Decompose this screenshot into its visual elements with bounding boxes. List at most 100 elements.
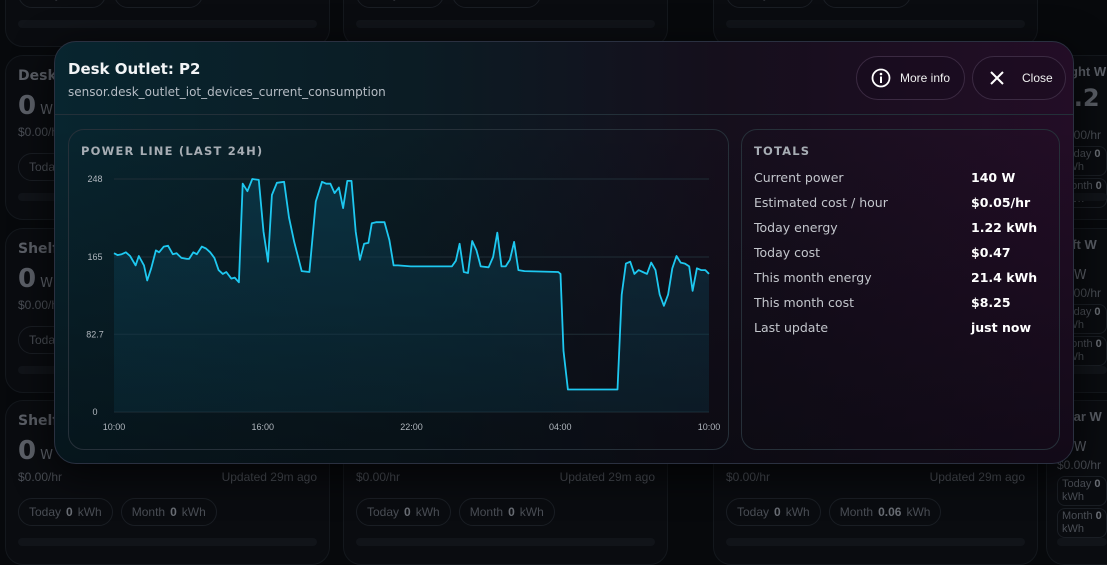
today-value: 0 bbox=[1094, 478, 1101, 491]
totals-label: Today cost bbox=[754, 245, 821, 260]
unit-label: kWh bbox=[876, 0, 900, 1]
totals-label: Estimated cost / hour bbox=[754, 195, 888, 210]
power-chart-panel: POWER LINE (LAST 24H) 0 82.7 165 248 10:00 16… bbox=[68, 129, 729, 450]
totals-panel: TOTALS Current power 140 W Estimated cost … bbox=[741, 129, 1060, 450]
close-button[interactable]: Close bbox=[972, 56, 1066, 100]
totals-value: $8.25 bbox=[971, 295, 1011, 310]
dialog-title: Desk Outlet: P2 bbox=[68, 60, 201, 78]
today-label: Today bbox=[1062, 478, 1092, 491]
totals-label: This month cost bbox=[754, 295, 854, 310]
today-label: Today bbox=[367, 0, 399, 1]
today-pill: Today kWh bbox=[356, 0, 445, 8]
today-value: 0 bbox=[1094, 147, 1101, 160]
y-tick-label: 248 bbox=[87, 174, 102, 184]
usage-bar bbox=[1057, 538, 1107, 546]
y-tick-label: 165 bbox=[87, 252, 102, 262]
unit-label: kWh bbox=[77, 505, 102, 519]
today-label: Today bbox=[29, 505, 62, 519]
close-label: Close bbox=[1022, 71, 1053, 85]
today-label: Today bbox=[737, 0, 769, 1]
usage-bar bbox=[18, 538, 317, 546]
device-name: Desk bbox=[18, 68, 57, 84]
cost-rate: $0.00/hr bbox=[18, 125, 63, 139]
month-value: 0 bbox=[1095, 510, 1102, 523]
today-pill: Today 0 kWh bbox=[356, 498, 451, 526]
usage-bar bbox=[726, 538, 1025, 546]
month-value: 0 bbox=[1095, 179, 1102, 192]
device-detail-dialog: Desk Outlet: P2 sensor.desk_outlet_iot_d… bbox=[54, 41, 1074, 464]
unit-label: kWh bbox=[519, 505, 544, 519]
month-label: Month bbox=[131, 505, 166, 519]
totals-label: Today energy bbox=[754, 220, 838, 235]
today-value: 0 bbox=[774, 505, 781, 519]
more-info-label: More info bbox=[900, 71, 951, 85]
cost-rate: $0.00/hr bbox=[18, 298, 63, 312]
device-card[interactable]: Today kWh Month kWh bbox=[713, 0, 1038, 47]
x-tick-label: 04:00 bbox=[549, 422, 572, 432]
chart-title: POWER LINE (LAST 24H) bbox=[81, 144, 264, 158]
today-label: Today bbox=[737, 505, 770, 519]
unit-label: kWh bbox=[71, 0, 95, 1]
x-tick-label: 10:00 bbox=[103, 422, 126, 432]
month-label: Month bbox=[469, 505, 504, 519]
device-name: Shelf bbox=[18, 241, 59, 257]
usage-bar bbox=[18, 20, 317, 28]
totals-label: This month energy bbox=[754, 270, 872, 285]
today-value: 0 bbox=[1094, 306, 1101, 319]
totals-title: TOTALS bbox=[754, 144, 811, 158]
info-icon bbox=[871, 68, 891, 88]
today-pill: Today 0 kWh bbox=[18, 498, 113, 526]
unit-label: kWh bbox=[785, 505, 810, 519]
month-value: 0 bbox=[170, 505, 177, 519]
totals-row: Current power 140 W bbox=[754, 170, 1043, 185]
unit-label: kWh bbox=[1062, 491, 1084, 504]
device-card[interactable]: Today kWh Month kWh bbox=[5, 0, 330, 47]
today-label: Today bbox=[367, 505, 400, 519]
entity-id: sensor.desk_outlet_iot_devices_current_c… bbox=[68, 85, 386, 99]
device-card[interactable]: Today kWh Month kWh bbox=[343, 0, 668, 47]
totals-row: This month cost $8.25 bbox=[754, 295, 1043, 310]
power-unit: W bbox=[1073, 268, 1087, 283]
today-label: Today bbox=[29, 333, 62, 347]
totals-label: Current power bbox=[754, 170, 844, 185]
usage-bar bbox=[356, 538, 655, 546]
month-pill: Month kWh bbox=[114, 0, 204, 8]
totals-label: Last update bbox=[754, 320, 829, 335]
today-value: 0 bbox=[404, 505, 411, 519]
today-pill: Today kWh bbox=[726, 0, 815, 8]
y-tick-label: 82.7 bbox=[86, 329, 104, 339]
usage-bar bbox=[1057, 193, 1107, 201]
x-tick-label: 10:00 bbox=[698, 422, 721, 432]
unit-label: kWh bbox=[906, 505, 931, 519]
usage-bar bbox=[1057, 366, 1107, 374]
unit-label: kWh bbox=[506, 0, 530, 1]
power-number: 0 bbox=[18, 436, 37, 466]
totals-value: $0.47 bbox=[971, 245, 1011, 260]
x-tick-label: 22:00 bbox=[400, 422, 423, 432]
header-divider bbox=[55, 114, 1073, 115]
today-pill: Today kWh bbox=[18, 0, 107, 8]
month-pill: Month kWh bbox=[822, 0, 912, 8]
area-fill bbox=[114, 179, 709, 412]
totals-value: $0.05/hr bbox=[971, 195, 1031, 210]
more-info-button[interactable]: More info bbox=[856, 56, 966, 100]
totals-row: Last update just now bbox=[754, 320, 1043, 335]
month-pill: Month 0 kWh bbox=[458, 498, 555, 526]
power-unit: W bbox=[40, 448, 53, 463]
month-pill: Month 0 kWh bbox=[120, 498, 217, 526]
usage-bar bbox=[356, 20, 655, 28]
unit-label: kWh bbox=[168, 0, 192, 1]
totals-value: just now bbox=[971, 320, 1031, 335]
month-label: Month bbox=[839, 505, 874, 519]
month-label: Month bbox=[125, 0, 158, 1]
month-pill: Month kWh bbox=[452, 0, 542, 8]
totals-value: 140 W bbox=[971, 170, 1016, 185]
cost-rate: $0.00/hr bbox=[1057, 458, 1102, 473]
updated-time: Updated 29m ago bbox=[929, 470, 1025, 484]
power-number: 0 bbox=[18, 91, 37, 121]
updated-time: Updated 29m ago bbox=[559, 470, 655, 484]
totals-row: This month energy 21.4 kWh bbox=[754, 270, 1043, 285]
